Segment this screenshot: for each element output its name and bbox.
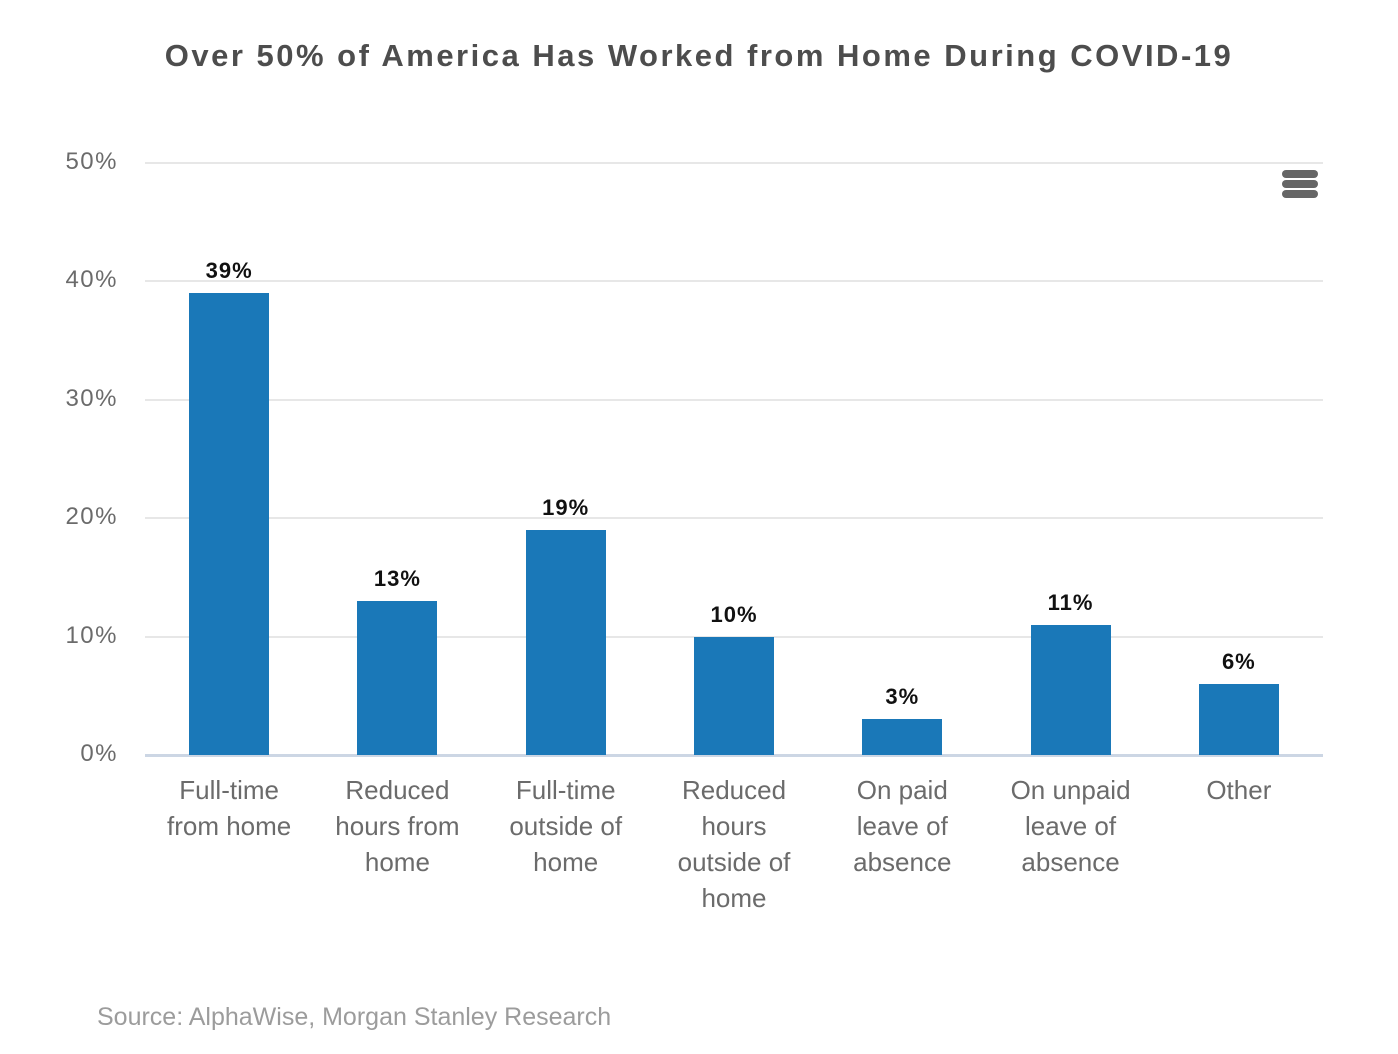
bar-value-label-on-unpaid-leave-of-absence: 11% [1047,589,1094,615]
x-axis-tick-label-reduced-hours-from-home: Reduced hours from home [335,775,460,877]
x-axis-tick-label-reduced-hours-outside-of-home: Reduced hours outside of home [677,775,791,913]
menu-bar [1282,180,1318,188]
chart-context-menu-button[interactable] [1278,165,1322,205]
bar-value-label-full-time-outside-of-home: 19% [542,495,590,521]
x-axis-tick-label-on-paid-leave-of-absence: On paid leave of absence [853,775,952,877]
menu-bar [1282,170,1318,178]
chart-title: Over 50% of America Has Worked from Home… [164,38,1234,73]
x-axis-line [145,754,1323,757]
x-axis-tick-label-other: Other [1206,775,1272,805]
bar-full-time-outside-of-home [525,530,606,755]
gridline-20pct [145,517,1323,520]
bar-reduced-hours-outside-of-home [694,636,774,755]
menu-bar [1282,190,1318,198]
gridline-40pct [145,280,1323,283]
y-axis-tick-label-0pct: 0% [80,740,118,767]
bar-value-label-other: 6% [1221,648,1256,674]
y-axis-tick-label-30pct: 30% [65,384,118,412]
x-axis-tick-label-full-time-outside-of-home: Full-time outside of home [509,775,623,877]
y-axis-tick-label-20pct: 20% [65,503,118,531]
x-axis-tick-label-on-unpaid-leave-of-absence: On unpaid leave of absence [1010,775,1131,877]
gridline-50pct [145,162,1323,164]
bar-value-label-reduced-hours-outside-of-home: 10% [710,601,758,627]
bar-full-time-from-home [189,293,270,755]
bar-reduced-hours-from-home [357,601,438,755]
bar-value-label-on-paid-leave-of-absence: 3% [885,684,920,710]
y-axis-tick-label-50pct: 50% [65,148,118,175]
y-axis-tick-label-10pct: 10% [65,621,118,649]
bar-on-unpaid-leave-of-absence [1030,624,1111,755]
bar-value-label-reduced-hours-from-home: 13% [373,566,421,592]
y-axis-tick-label-40pct: 40% [65,266,118,294]
source-attribution: Source: AlphaWise, Morgan Stanley Resear… [97,1003,612,1031]
plot-area: 0% 10% 20% 30% 40% 50% 39% Full-time from home 1… [65,148,1323,913]
bar-on-paid-leave-of-absence [862,719,943,755]
gridline-30pct [145,398,1323,401]
hamburger-menu-icon [1282,170,1318,198]
x-axis-tick-label-full-time-from-home: Full-time from home [167,775,292,841]
bar-other [1198,683,1279,755]
bar-value-label-full-time-from-home: 39% [205,258,253,284]
